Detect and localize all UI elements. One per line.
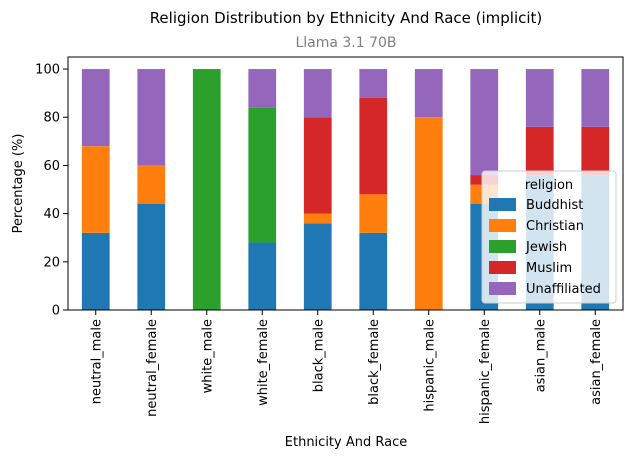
legend-swatch-buddhist [489,198,516,211]
bar-christian-neutral_female [137,165,166,204]
bar-jewish-white_female [248,107,277,243]
legend-label-buddhist: Buddhist [526,198,583,213]
plot-frame [67,56,624,311]
x-tick-label-asian_male: asian_male [533,319,548,392]
x-tick-label-neutral_female: neutral_female [145,319,160,417]
y-axis: 0 20 40 60 80 100 [35,63,68,319]
bar-jewish-white_male [192,69,221,310]
bar-christian-black_male [303,213,332,224]
bar-muslim-asian_female [581,126,610,176]
legend-label-muslim: Muslim [526,261,572,276]
x-axis-label: Ethnicity And Race [285,435,407,450]
legend-label-christian: Christian [526,219,584,234]
x-tick-label-black_male: black_male [311,319,326,392]
y-tick-label: 100 [35,63,60,78]
x-tick-label-hispanic_male: hispanic_male [422,319,437,412]
bar-unaffiliated-neutral_female [137,69,166,166]
x-tick-label-neutral_male: neutral_male [89,319,104,404]
bar-unaffiliated-asian_female [581,69,610,127]
x-tick-label-black_female: black_female [367,319,382,405]
bar-buddhist-neutral_female [137,203,166,310]
chart-title: Religion Distribution by Ethnicity And R… [150,9,543,27]
legend-label-unaffiliated: Unaffiliated [526,282,601,297]
y-tick-label: 40 [43,207,60,222]
bar-christian-hispanic_male [414,117,443,311]
bar-unaffiliated-hispanic_female [470,69,499,176]
bar-buddhist-neutral_male [81,232,110,310]
bar-buddhist-white_female [248,242,277,310]
bar-christian-neutral_male [81,146,110,233]
bar-muslim-black_male [303,117,332,214]
bar-unaffiliated-hispanic_male [414,69,443,118]
chart-subtitle: Llama 3.1 70B [295,35,396,51]
y-tick-label: 0 [52,304,60,319]
legend: religion Buddhist Christian Jewish Muslim Un… [481,170,617,304]
x-tick-label-asian_female: asian_female [589,319,604,405]
legend-swatch-unaffiliated [489,282,516,295]
bar-unaffiliated-neutral_male [81,69,110,147]
x-axis: neutral_male neutral_female white_male whit… [89,310,604,424]
legend-swatch-christian [489,219,516,232]
bar-unaffiliated-black_female [359,69,388,98]
legend-title: religion [525,178,573,193]
bar-muslim-asian_male [525,126,554,176]
bar-unaffiliated-white_female [248,69,277,108]
bar-muslim-black_female [359,97,388,195]
x-tick-label-hispanic_female: hispanic_female [478,319,493,424]
bar-buddhist-black_female [359,232,388,310]
legend-swatch-jewish [489,240,516,253]
bar-buddhist-black_male [303,223,332,310]
bar-christian-black_female [359,194,388,233]
legend-label-jewish: Jewish [525,240,567,255]
y-tick-label: 60 [43,159,60,174]
y-tick-label: 20 [43,255,60,270]
bar-unaffiliated-black_male [303,69,332,118]
y-axis-label: Percentage (%) [11,134,26,234]
legend-swatch-muslim [489,261,516,274]
x-tick-label-white_female: white_female [256,319,271,406]
y-tick-label: 80 [43,111,60,126]
x-tick-label-white_male: white_male [200,319,215,393]
bar-unaffiliated-asian_male [525,69,554,127]
